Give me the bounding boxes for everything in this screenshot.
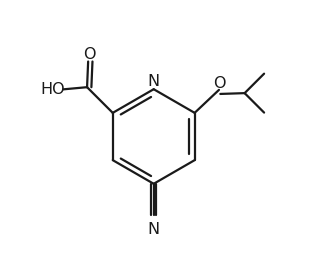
Text: O: O [214, 76, 226, 91]
Text: N: N [148, 74, 160, 89]
Text: N: N [148, 222, 160, 238]
Text: HO: HO [41, 82, 65, 97]
Text: O: O [83, 47, 95, 62]
